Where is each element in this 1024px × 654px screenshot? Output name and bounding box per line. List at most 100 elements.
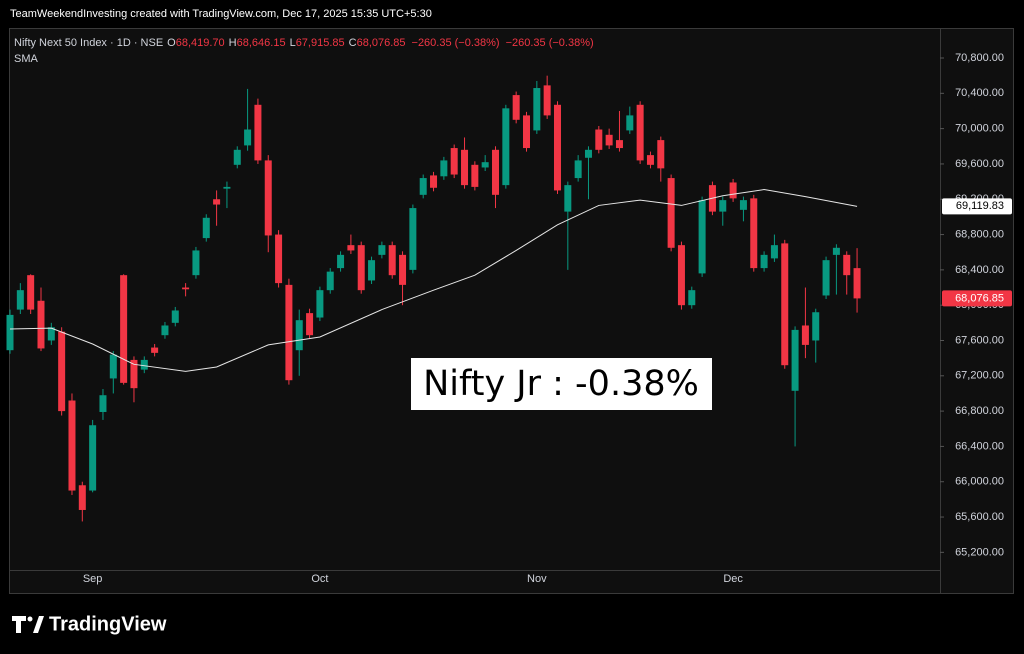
candle-body — [120, 275, 128, 383]
candle-body — [254, 104, 262, 161]
candle-body — [781, 243, 789, 366]
legend-value: 68,646.15 — [237, 37, 286, 49]
candle-body — [822, 260, 830, 296]
candle-body — [223, 186, 231, 189]
x-tick-label: Nov — [527, 573, 547, 585]
y-tick-label: 66,000.00 — [955, 476, 1004, 488]
brand-logo — [12, 616, 44, 633]
candle-body — [553, 104, 561, 191]
candle-body — [275, 234, 283, 284]
x-tick-label: Sep — [83, 573, 103, 585]
brand: TradingView — [49, 613, 167, 635]
annotation-box — [411, 358, 712, 410]
candle-body — [368, 260, 376, 281]
candle-body — [667, 178, 675, 248]
annotation: Nifty Jr : -0.38% — [423, 364, 699, 404]
candle-body — [646, 155, 654, 165]
candle-body — [688, 290, 696, 306]
logo-t — [12, 616, 26, 633]
candle-body — [502, 108, 510, 186]
candle-body — [719, 200, 727, 212]
price-label-box — [942, 290, 1012, 307]
chart-panel — [9, 28, 1014, 594]
candle-body — [419, 178, 427, 195]
legend-key: O — [167, 37, 176, 49]
candle-body — [409, 208, 417, 270]
candle-body — [6, 314, 14, 351]
price-label: 68,076.85 — [955, 292, 1004, 304]
plot — [6, 75, 861, 522]
legend-key: L — [290, 37, 296, 49]
candle-body — [750, 198, 758, 269]
candle-body — [337, 254, 345, 269]
candle-body — [89, 425, 97, 491]
y-tick-label: 70,400.00 — [955, 87, 1004, 99]
candle-body — [47, 327, 55, 341]
candle-body — [760, 254, 768, 269]
candle-body — [399, 254, 407, 285]
y-tick-label: 68,800.00 — [955, 228, 1004, 240]
y-tick-label: 67,600.00 — [955, 334, 1004, 346]
candle-body — [192, 250, 200, 276]
x-tick-label: Oct — [311, 573, 328, 585]
candle-body — [533, 88, 541, 131]
candle-body — [739, 200, 747, 210]
candle-body — [853, 268, 861, 299]
legend-title: Nifty Next 50 Index · 1D · NSE — [14, 37, 163, 49]
candle-body — [233, 149, 241, 165]
candle-body — [326, 271, 334, 291]
candle-body — [295, 320, 303, 351]
y-tick-label: 66,800.00 — [955, 405, 1004, 417]
candle-body — [801, 325, 809, 345]
legend-value: 68,419.70 — [176, 37, 225, 49]
candle-body — [605, 134, 613, 146]
candle-body — [636, 104, 644, 161]
candle-body — [543, 85, 551, 116]
candle-body — [791, 329, 799, 391]
candle-body — [27, 275, 35, 310]
y-tick-label: 67,200.00 — [955, 370, 1004, 382]
candle-body — [130, 359, 138, 389]
y-tick-label: 65,600.00 — [955, 511, 1004, 523]
candle-body — [523, 115, 530, 149]
x-tick-label: Dec — [723, 573, 743, 585]
y-tick-label: 70,800.00 — [955, 52, 1004, 64]
logo-dot — [27, 616, 33, 622]
candle-body — [161, 325, 169, 336]
candle-body — [316, 290, 324, 318]
candle-body — [285, 284, 293, 381]
legend: Nifty Next 50 Index · 1D · NSE O68,419.70… — [14, 37, 594, 49]
candle-body — [171, 310, 179, 323]
candle-body — [698, 200, 706, 274]
candle-body — [347, 245, 355, 251]
candle-body — [843, 254, 851, 276]
legend-value: 68,076.85 — [357, 37, 406, 49]
candle-body — [440, 160, 448, 177]
candle-body — [430, 175, 438, 188]
candle-body — [584, 149, 592, 158]
y-tick-label: 68,400.00 — [955, 264, 1004, 276]
candle-body — [182, 287, 190, 290]
price-label: 69,119.83 — [956, 200, 1004, 212]
candle-body — [109, 354, 117, 379]
sma-label: SMA — [14, 53, 39, 65]
candle-body — [481, 162, 489, 168]
candle-body — [574, 160, 582, 179]
candle-body — [492, 149, 500, 195]
candle-body — [450, 148, 458, 175]
candle-body — [140, 359, 148, 370]
legend-value: 67,915.85 — [296, 37, 345, 49]
candle-body — [657, 140, 665, 169]
y-tick-label: 69,600.00 — [955, 158, 1004, 170]
legend-change: −260.35 (−0.38%) — [506, 37, 594, 49]
price-label-box — [942, 198, 1012, 215]
candle-body — [16, 290, 24, 310]
candle-body — [357, 245, 365, 291]
candle-body — [306, 313, 314, 336]
header: TeamWeekendInvesting created with Tradin… — [10, 8, 432, 20]
sma-line — [9, 189, 858, 372]
candle-body — [264, 160, 272, 236]
candle-body — [471, 164, 479, 187]
